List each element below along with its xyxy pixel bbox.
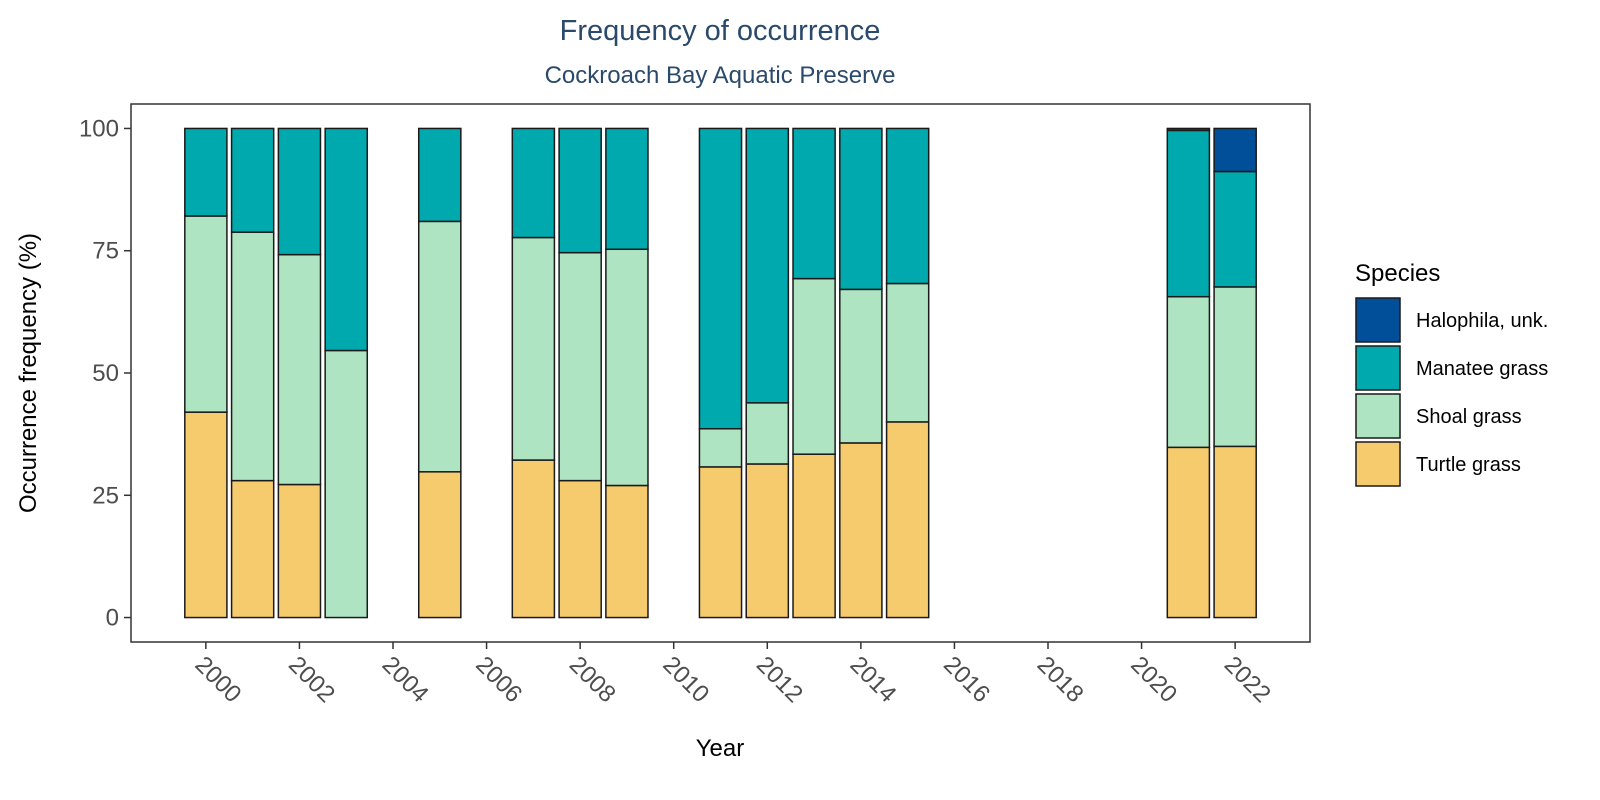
bar-shoal-grass-2014: [839, 288, 883, 444]
bar-turtle-grass-2015: [885, 421, 930, 619]
legend-key-halophila-unk: [1355, 297, 1401, 343]
bar-halophila-unk-2022: [1213, 127, 1257, 173]
bar-turtle-grass-2000: [184, 411, 228, 619]
legend-label-manatee-grass: Manatee grass: [1416, 358, 1548, 380]
legend: Species Halophila, unk. Manatee grass Shoa…: [1355, 260, 1548, 487]
bar-turtle-grass-2008: [558, 479, 602, 619]
y-tick-label-25: 25: [92, 482, 119, 509]
bar-manatee-grass-2011: [698, 127, 743, 430]
bar-turtle-grass-2007: [511, 459, 556, 619]
legend-key-manatee-grass: [1355, 345, 1401, 391]
bar-manatee-grass-2021: [1166, 129, 1211, 298]
bar-manatee-grass-2008: [558, 127, 602, 254]
legend-label-halophila-unk: Halophila, unk.: [1416, 310, 1548, 332]
x-tick-label-2016: 2016: [938, 651, 995, 708]
bar-shoal-grass-2012: [745, 402, 790, 465]
bar-shoal-grass-2003: [324, 349, 369, 619]
x-tick-label-2002: 2002: [283, 651, 340, 708]
chart-title: Frequency of occurrence: [560, 15, 881, 47]
bar-shoal-grass-2015: [885, 282, 930, 423]
bar-manatee-grass-2000: [184, 127, 228, 217]
bar-shoal-grass-2005: [417, 220, 462, 473]
bar-manatee-grass-2003: [324, 127, 369, 352]
bar-manatee-grass-2014: [839, 127, 883, 291]
bar-shoal-grass-2007: [511, 236, 556, 461]
bar-manatee-grass-2022: [1213, 170, 1257, 288]
bar-manatee-grass-2002: [277, 127, 322, 256]
bar-shoal-grass-2002: [277, 253, 322, 486]
bar-manatee-grass-2001: [230, 127, 275, 233]
bar-shoal-grass-2011: [698, 428, 743, 468]
x-tick-label-2018: 2018: [1032, 651, 1089, 708]
bar-manatee-grass-2007: [511, 127, 556, 239]
y-axis: 0 25 50 75 100: [79, 115, 131, 632]
bar-turtle-grass-2012: [745, 463, 790, 619]
x-tick-label-2014: 2014: [845, 651, 902, 708]
bar-manatee-grass-2015: [885, 127, 930, 285]
bar-manatee-grass-2005: [417, 127, 462, 223]
bar-manatee-grass-2013: [792, 127, 836, 280]
bar-shoal-grass-2021: [1166, 295, 1211, 449]
legend-label-turtle-grass: Turtle grass: [1416, 454, 1521, 476]
bar-halophila-unk-2021: [1166, 127, 1211, 132]
bar-turtle-grass-2022: [1213, 445, 1257, 619]
x-tick-label-2006: 2006: [470, 651, 527, 708]
bar-shoal-grass-2022: [1213, 286, 1257, 448]
bar-shoal-grass-2009: [605, 248, 649, 487]
x-tick-label-2012: 2012: [751, 651, 808, 708]
x-tick-label-2022: 2022: [1219, 651, 1276, 708]
x-tick-label-2010: 2010: [657, 651, 714, 708]
legend-label-shoal-grass: Shoal grass: [1416, 406, 1522, 428]
bar-shoal-grass-2013: [792, 277, 836, 455]
legend-key-turtle-grass: [1355, 441, 1401, 487]
y-tick-label-75: 75: [92, 238, 119, 265]
x-axis: 2000 2002 2004 2006 2008 2010 2012 2014 2016 2018…: [190, 642, 1276, 708]
chart-subtitle: Cockroach Bay Aquatic Preserve: [545, 62, 896, 89]
bar-turtle-grass-2005: [417, 471, 462, 619]
bar-manatee-grass-2012: [745, 127, 790, 404]
x-tick-label-2004: 2004: [377, 651, 434, 708]
bar-turtle-grass-2021: [1166, 446, 1211, 619]
x-axis-title: Year: [696, 735, 745, 762]
bar-turtle-grass-2013: [792, 453, 836, 619]
x-tick-label-2000: 2000: [190, 651, 247, 708]
bar-turtle-grass-2014: [839, 442, 883, 619]
x-tick-label-2020: 2020: [1125, 651, 1182, 708]
bar-turtle-grass-2009: [605, 484, 649, 619]
y-tick-label-0: 0: [106, 605, 119, 632]
x-tick-label-2008: 2008: [564, 651, 621, 708]
bar-manatee-grass-2009: [605, 127, 649, 251]
bar-turtle-grass-2011: [698, 466, 743, 619]
legend-key-shoal-grass: [1355, 393, 1401, 439]
y-tick-label-100: 100: [79, 115, 119, 142]
y-tick-label-50: 50: [92, 360, 119, 387]
bar-shoal-grass-2000: [184, 215, 228, 413]
bar-turtle-grass-2001: [230, 479, 275, 619]
y-axis-title: Occurrence frequency (%): [15, 233, 42, 513]
bar-shoal-grass-2001: [230, 231, 275, 482]
bar-turtle-grass-2002: [277, 483, 322, 619]
legend-title: Species: [1355, 260, 1440, 287]
bars-layer: [184, 127, 1257, 619]
bar-shoal-grass-2008: [558, 251, 602, 482]
